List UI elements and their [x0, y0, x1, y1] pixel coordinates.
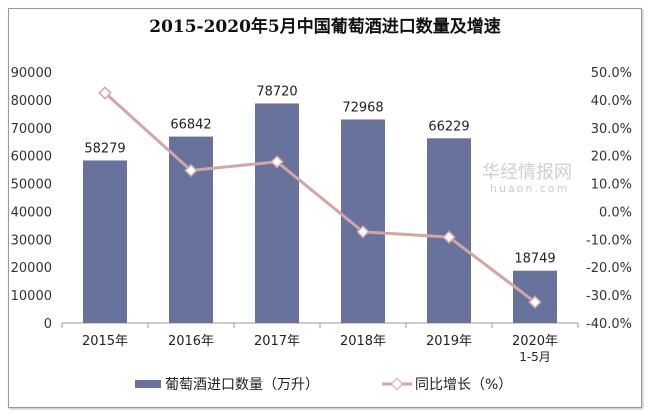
left-tick-label: 50000: [11, 178, 52, 193]
right-tick-label: 50.0%: [591, 66, 632, 81]
x-tick-label-line2: 1-5月: [519, 350, 551, 364]
right-tick-label: -40.0%: [586, 317, 632, 332]
growth-point: [98, 86, 112, 100]
bar-data-label: 18749: [514, 252, 555, 267]
right-tick-label: -20.0%: [586, 261, 632, 276]
left-tick-label: 60000: [11, 150, 52, 165]
legend-line-marker: [390, 377, 404, 391]
bar: [83, 160, 127, 323]
bar-data-label: 66842: [170, 118, 211, 133]
growth-point: [356, 225, 370, 239]
chart-title: 2015-2020年5月中国葡萄酒进口数量及增速: [149, 17, 501, 37]
x-tick-label: 2018年: [340, 334, 386, 349]
watermark-url: huaon.com: [490, 182, 570, 195]
left-tick-label: 30000: [11, 233, 52, 248]
bar-data-label: 72968: [342, 101, 383, 116]
right-tick-label: -10.0%: [586, 233, 632, 248]
right-tick-label: 0.0%: [599, 205, 632, 220]
right-tick-label: 30.0%: [591, 122, 632, 137]
left-tick-label: 40000: [11, 205, 52, 220]
left-tick-label: 10000: [11, 289, 52, 304]
growth-point: [270, 155, 284, 169]
growth-point: [528, 295, 542, 309]
bar: [255, 103, 299, 323]
growth-line: [103, 91, 536, 304]
growth-point: [442, 230, 456, 244]
x-tick-label: 2015年: [82, 334, 128, 349]
bar: [341, 119, 385, 323]
left-tick-label: 0: [44, 317, 52, 332]
growth-point: [184, 163, 198, 178]
left-tick-label: 20000: [11, 261, 52, 276]
right-tick-label: 40.0%: [591, 94, 632, 109]
right-tick-label: 20.0%: [591, 150, 632, 165]
left-tick-label: 80000: [11, 94, 52, 109]
x-tick-label: 2019年: [426, 334, 472, 349]
bar-data-label: 58279: [84, 141, 125, 156]
x-tick-label: 2020年: [512, 334, 558, 349]
x-tick-label: 2016年: [168, 334, 214, 349]
x-tick-label: 2017年: [254, 334, 300, 349]
bar-data-label: 66229: [428, 119, 469, 134]
bar-data-label: 78720: [256, 84, 297, 99]
legend-bar-label: 葡萄酒进口数量（万升）: [165, 377, 319, 393]
right-tick-label: 10.0%: [591, 178, 632, 193]
left-tick-label: 90000: [11, 66, 52, 81]
watermark-logo: 华经情报网: [482, 162, 572, 183]
legend-line-label: 同比增长（%）: [415, 377, 512, 393]
legend-bar-swatch: [135, 380, 161, 388]
left-tick-label: 70000: [11, 122, 52, 137]
right-tick-label: -30.0%: [586, 289, 632, 304]
